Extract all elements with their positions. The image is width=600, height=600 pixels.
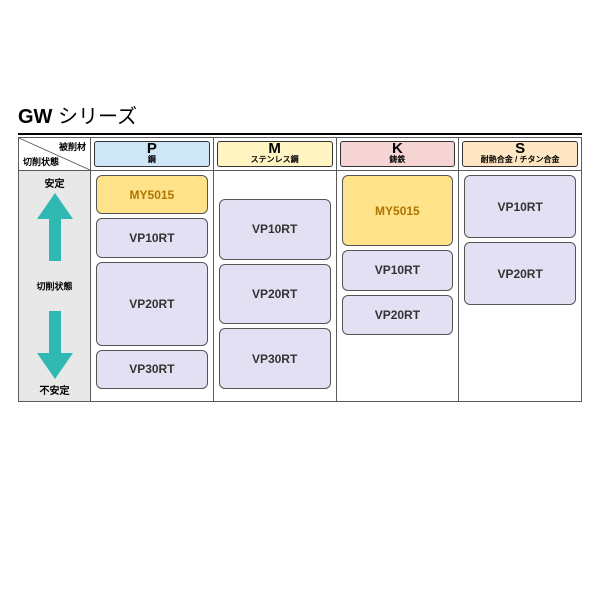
axis-label-mid: 切削状態 (19, 280, 90, 293)
col-body-0: MY5015 VP10RT VP20RT VP30RT (91, 171, 214, 402)
grade-chip: VP10RT (342, 250, 454, 290)
condition-axis: 安定 切削状態 不安定 (19, 171, 91, 402)
grade-chip: VP20RT (464, 242, 576, 305)
material-letter: P (95, 140, 209, 157)
grade-chip: VP10RT (464, 175, 576, 238)
col-head-3: S耐熱合金 / チタン合金 (459, 138, 582, 171)
grade-chip: VP30RT (219, 328, 331, 389)
chart-container: GW シリーズ 被削材 切削状態 P鋼 Mステンレス鋼 K鋳鉄 S耐熱合金 / … (0, 0, 600, 402)
grade-chip: MY5015 (96, 175, 208, 214)
material-letter: M (218, 140, 332, 157)
corner-cell: 被削材 切削状態 (19, 138, 91, 171)
col-head-2: K鋳鉄 (336, 138, 459, 171)
col-head-0: P鋼 (91, 138, 214, 171)
col-body-2: MY5015VP10RT VP20RT (336, 171, 459, 402)
grade-chip: MY5015 (342, 175, 454, 246)
body-row: 安定 切削状態 不安定 MY5015VP10RTVP20RTVP30RT VP1… (19, 171, 582, 402)
title-bold: GW (18, 106, 52, 128)
col-head-1: Mステンレス鋼 (213, 138, 336, 171)
grade-chip: VP20RT (342, 295, 454, 335)
grade-chip: VP30RT (96, 350, 208, 389)
axis-label-stable: 安定 (19, 171, 90, 190)
corner-label-top: 被削材 (59, 140, 86, 153)
grade-chip: VP20RT (219, 264, 331, 325)
col-body-3: VP10RTVP20RT (459, 171, 582, 402)
grade-chip: VP10RT (96, 218, 208, 257)
col-body-1: VP10RTVP20RTVP30RT (213, 171, 336, 402)
grade-chip: VP20RT (96, 262, 208, 346)
corner-label-bottom: 切削状態 (23, 155, 59, 168)
axis-label-unstable: 不安定 (19, 382, 90, 397)
grade-chip: VP10RT (219, 199, 331, 260)
header-row: 被削材 切削状態 P鋼 Mステンレス鋼 K鋳鉄 S耐熱合金 / チタン合金 (19, 138, 582, 171)
title-rest: シリーズ (52, 106, 137, 128)
material-letter: S (463, 140, 577, 157)
material-letter: K (341, 140, 455, 157)
material-grade-table: 被削材 切削状態 P鋼 Mステンレス鋼 K鋳鉄 S耐熱合金 / チタン合金 安定… (18, 137, 582, 402)
chart-title: GW シリーズ (18, 100, 582, 129)
title-rule (18, 133, 582, 135)
